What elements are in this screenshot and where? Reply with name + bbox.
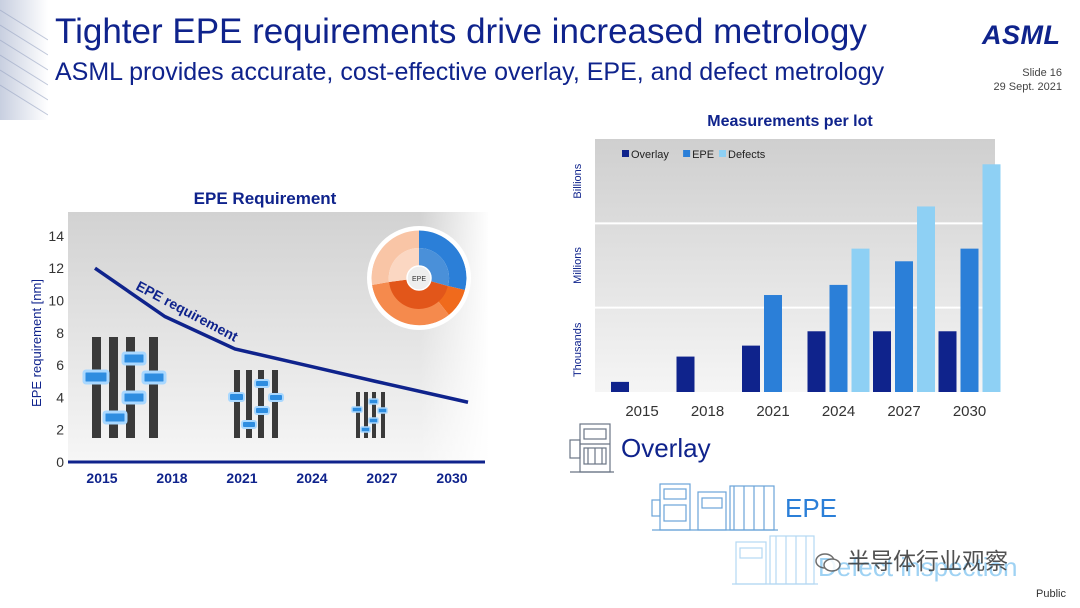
- epe-label: EPE: [785, 493, 838, 523]
- x-tick-label: 2021: [756, 403, 789, 420]
- pattern-illustration-2015: [82, 337, 167, 438]
- bar-epe-2030: [960, 248, 979, 392]
- x-tick-label: 2027: [887, 403, 920, 420]
- bar-epe-2021: [764, 295, 782, 392]
- pattern-illustration-2021: [228, 370, 284, 438]
- y-tick-label: 10: [48, 293, 64, 309]
- epe-requirement-chart: EPE Requirement EPE requirement [nm] 0 2 4…: [29, 189, 490, 486]
- slide-subtitle: ASML provides accurate, cost-effective o…: [55, 58, 885, 86]
- x-tick-label: 2024: [296, 470, 327, 486]
- y-tick-label: 8: [56, 325, 64, 341]
- bar-overlay-2021: [742, 345, 760, 392]
- corner-decoration: [0, 0, 48, 120]
- x-tick-label: 2024: [822, 403, 855, 420]
- epe-tool-icon: [651, 483, 778, 531]
- classification-label: Public: [1036, 588, 1066, 600]
- x-tick-label: 2030: [953, 403, 986, 420]
- defect-inspection-label: Defect inspection: [818, 552, 1018, 582]
- y-band-label: Millions: [572, 247, 584, 284]
- bar-overlay-2024: [807, 331, 826, 392]
- bar-defects-2024: [851, 248, 870, 392]
- x-tick-label: 2030: [436, 470, 467, 486]
- y-band-label: Billions: [572, 163, 584, 198]
- legend-swatch-defects: [719, 150, 726, 157]
- bar-overlay-2030: [938, 331, 957, 392]
- y-tick-label: 4: [56, 389, 64, 405]
- y-tick-label: 0: [56, 454, 64, 470]
- legend-label-epe: EPE: [692, 149, 714, 161]
- chart-title: EPE Requirement: [194, 189, 337, 208]
- bar-overlay-2015: [611, 381, 629, 392]
- y-tick-label: 2: [56, 422, 64, 438]
- bar-epe-2027: [895, 261, 913, 392]
- epe-requirement-line: [94, 266, 469, 404]
- asml-logo: ASML: [982, 20, 1061, 50]
- slide-meta: Slide 16 29 Sept. 2021: [993, 66, 1062, 94]
- legend-label-defects: Defects: [728, 149, 766, 161]
- watermark: 半导体行业观察: [815, 542, 1008, 576]
- bar-overlay-2027: [873, 331, 891, 392]
- y-axis-label: EPE requirement [nm]: [29, 279, 44, 407]
- x-tick-label: 2021: [226, 470, 257, 486]
- chart-title: Measurements per lot: [707, 113, 873, 130]
- x-tick-label: 2015: [86, 470, 117, 486]
- slide-number: Slide 16: [1022, 67, 1062, 79]
- y-tick-label: 12: [48, 260, 64, 276]
- legend-label-overlay: Overlay: [631, 149, 669, 161]
- slide-date: 29 Sept. 2021: [993, 81, 1062, 93]
- x-tick-label: 2027: [366, 470, 397, 486]
- legend-swatch-overlay: [622, 150, 629, 157]
- defect-tool-icon: [732, 535, 818, 585]
- y-band-label: Thousands: [572, 322, 584, 377]
- overlay-label: Overlay: [621, 433, 711, 463]
- y-tick-label: 6: [56, 357, 64, 373]
- donut-center-label: EPE: [412, 276, 426, 283]
- bar-epe-2024: [829, 284, 848, 392]
- watermark-text: 半导体行业观察: [847, 548, 1008, 574]
- y-tick-label: 14: [48, 228, 64, 244]
- epe-budget-donut: EPE: [367, 226, 471, 330]
- x-tick-label: 2018: [691, 403, 724, 420]
- slide-title: Tighter EPE requirements drive increased…: [55, 12, 867, 51]
- legend-swatch-epe: [683, 150, 691, 157]
- measurements-per-lot-chart: Measurements per lot Thousands Millions Bi…: [572, 113, 1001, 420]
- bar-overlay-2018: [676, 356, 695, 392]
- bar-defects-2030: [982, 164, 1001, 392]
- legend: Overlay EPE Defects: [622, 149, 766, 161]
- bar-defects-2027: [917, 206, 935, 392]
- overlay-tool-icon: [569, 423, 614, 473]
- x-tick-label: 2018: [156, 470, 187, 486]
- wechat-icon: [815, 553, 841, 572]
- x-tick-label: 2015: [625, 403, 658, 420]
- pattern-illustration-2027: [351, 392, 388, 438]
